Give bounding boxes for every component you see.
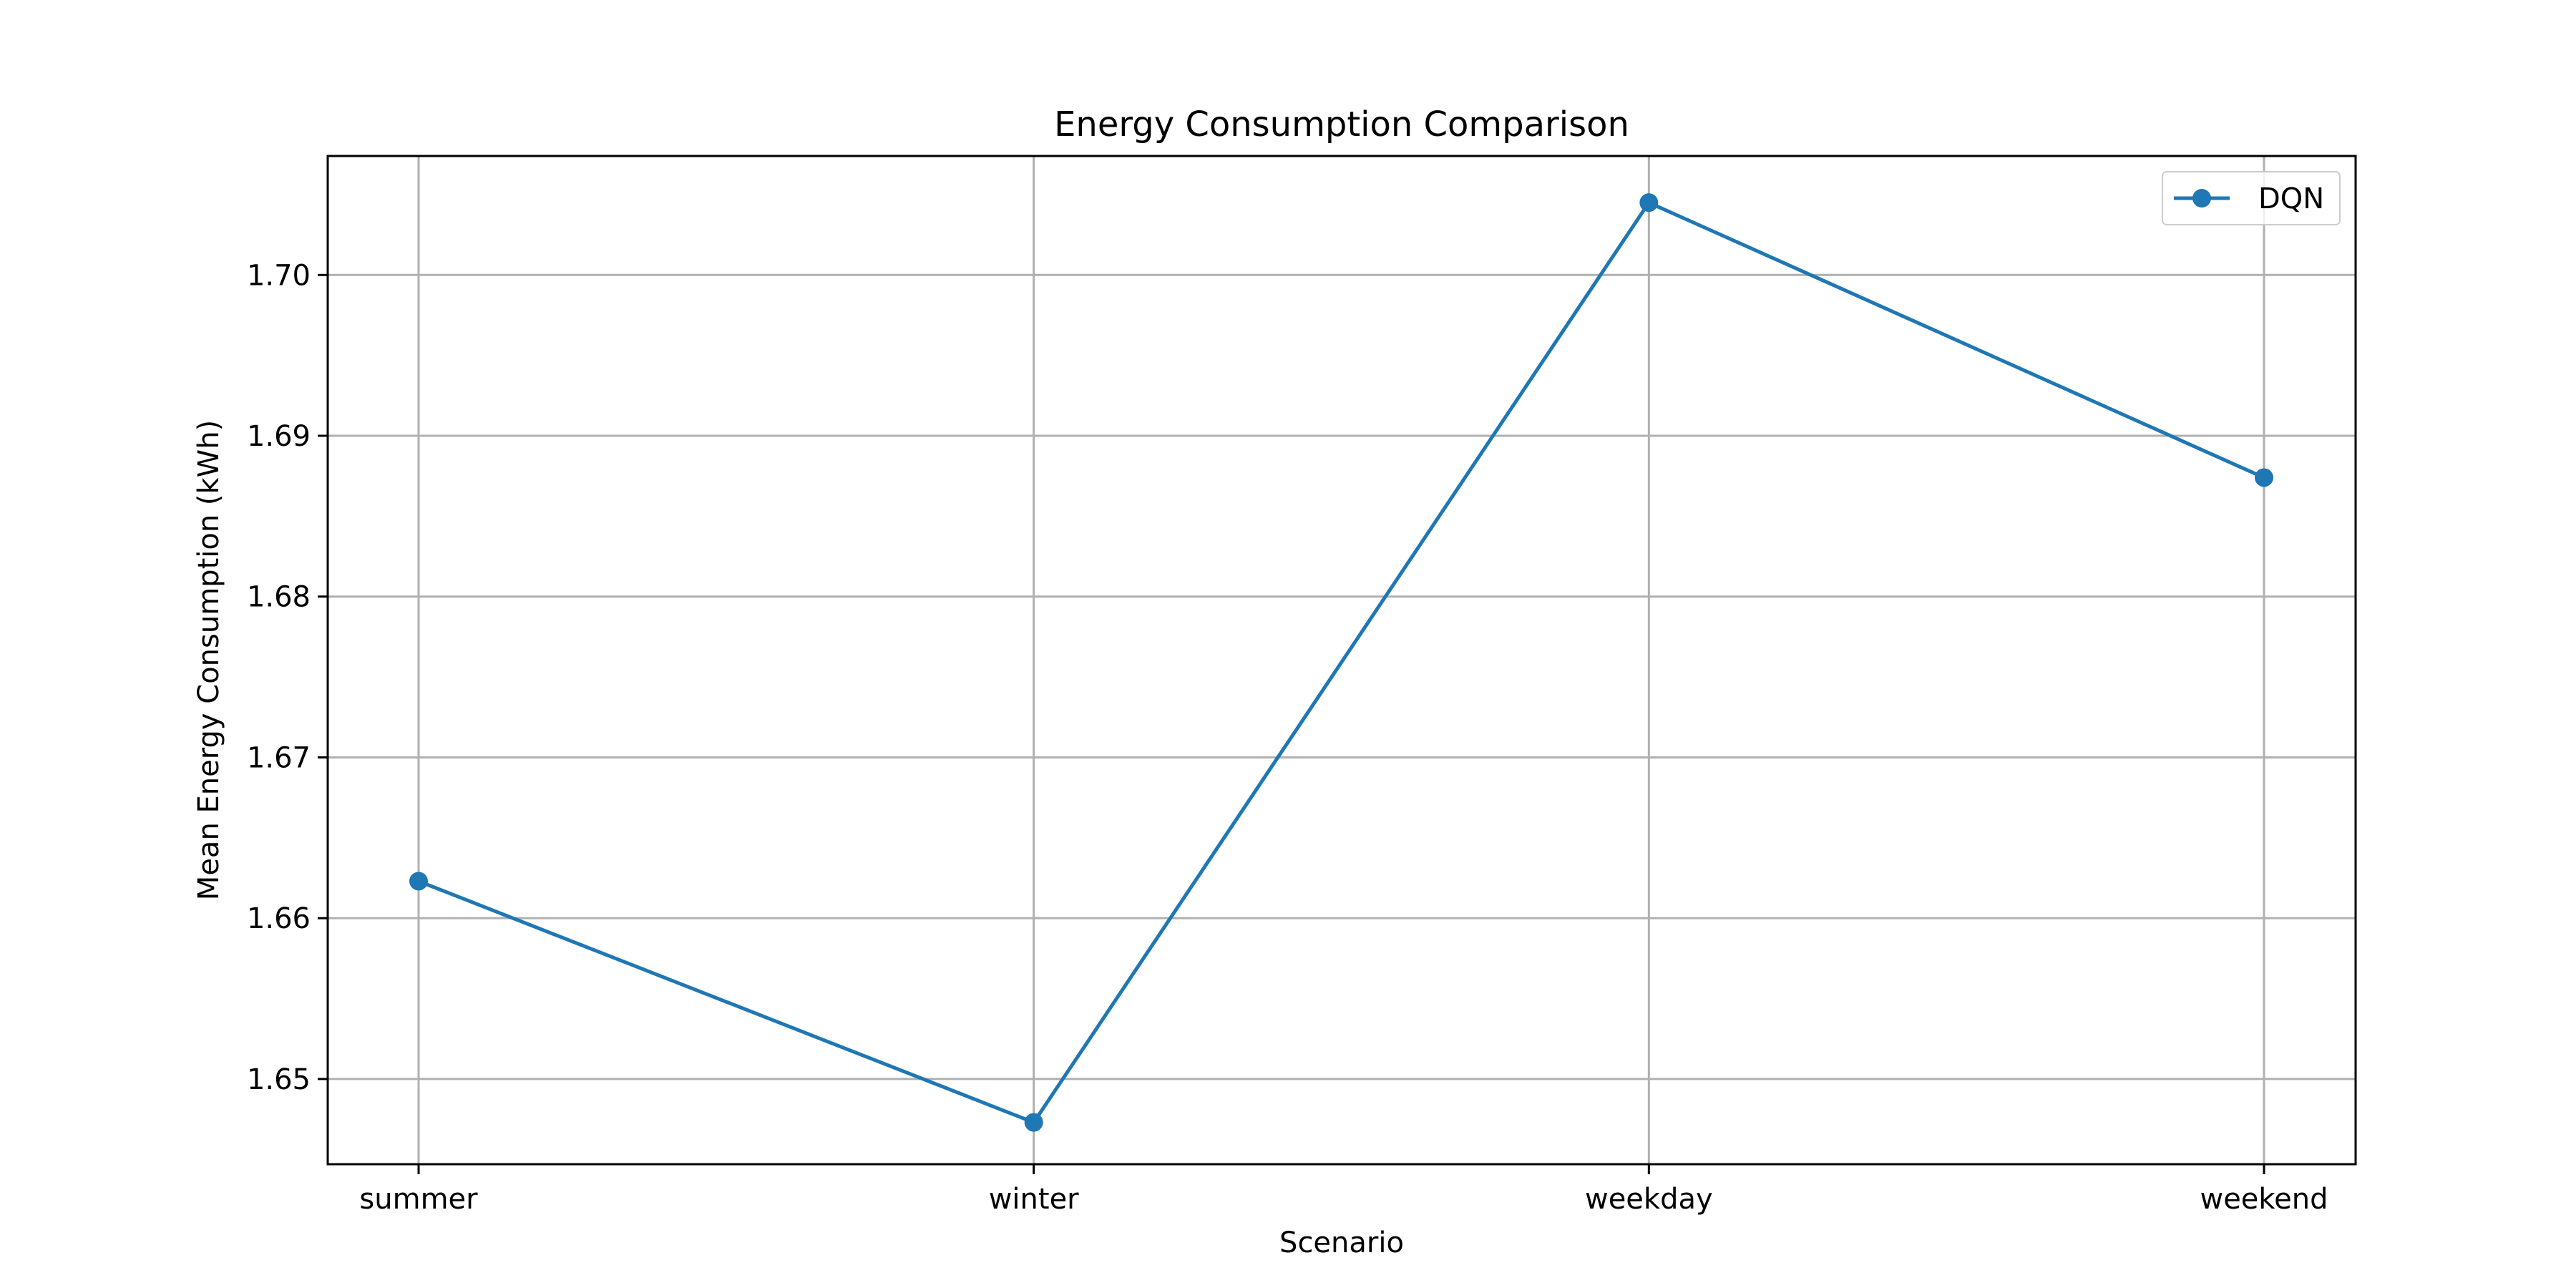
y-tick-label: 1.67 — [247, 741, 311, 774]
x-tick-label: summer — [359, 1183, 478, 1216]
series-layer — [409, 193, 2273, 1132]
y-tick-label: 1.69 — [247, 420, 311, 453]
legend-label-dqn: DQN — [2258, 182, 2324, 215]
data-point-marker — [409, 872, 428, 891]
legend-marker — [2192, 189, 2211, 208]
x-tick-label: weekend — [2200, 1183, 2328, 1216]
x-tick-label: weekday — [1585, 1183, 1713, 1216]
chart-title: Energy Consumption Comparison — [1054, 104, 1629, 145]
x-axis-label: Scenario — [1279, 1226, 1404, 1259]
plot-frame — [326, 155, 2357, 1166]
y-tick-label: 1.68 — [247, 581, 311, 614]
series-line-dqn — [418, 200, 2265, 1125]
grid — [328, 156, 2356, 1164]
y-tick-label: 1.65 — [247, 1063, 311, 1096]
y-tick-label: 1.66 — [247, 902, 311, 935]
y-axis-label: Mean Energy Consumption (kWh) — [192, 420, 225, 900]
data-point-marker — [1024, 1113, 1043, 1132]
ticks: summer winter weekday weekend 1.65 1.66 1.67 1.… — [247, 259, 2328, 1216]
legend-box — [2162, 171, 2341, 225]
x-tick-label: winter — [989, 1183, 1079, 1216]
legend: DQN — [2162, 171, 2341, 225]
data-point-marker — [1639, 193, 1659, 213]
data-point-marker — [2255, 468, 2273, 487]
y-tick-label: 1.70 — [247, 259, 311, 292]
